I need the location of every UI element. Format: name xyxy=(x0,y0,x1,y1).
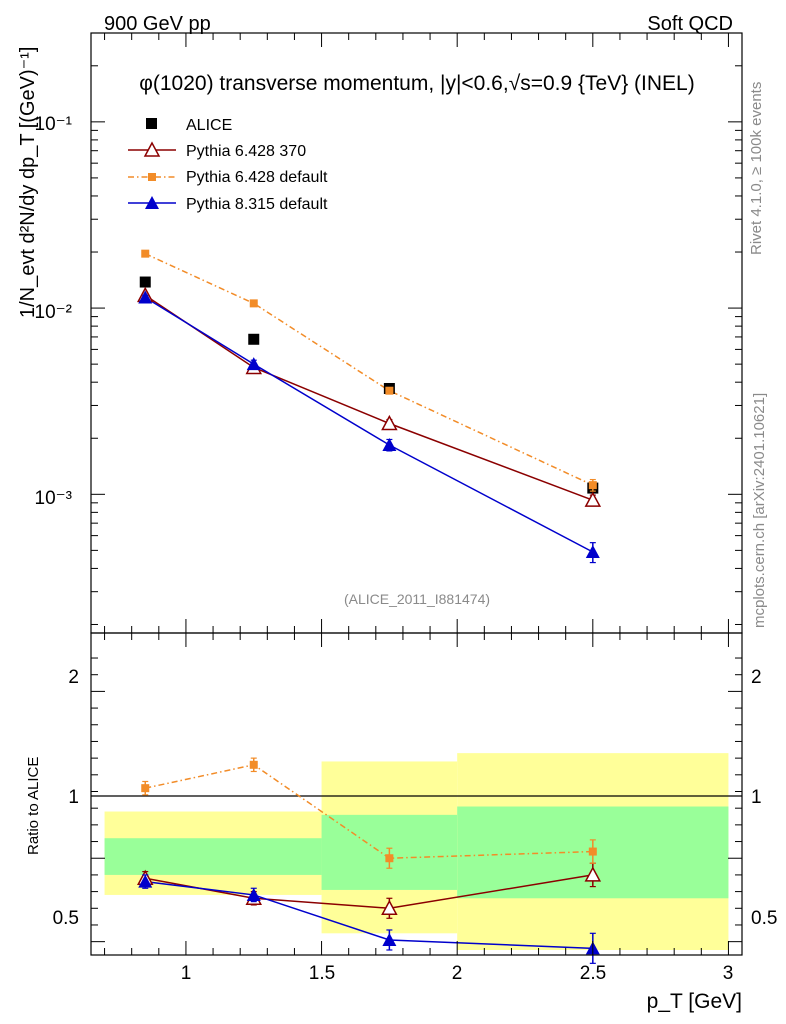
ratio-ytick-label-2: 2 xyxy=(68,667,79,688)
ratio-ytick-label-right-2: 2 xyxy=(751,667,762,688)
main-points xyxy=(136,249,602,564)
main-point-pythia-8-315-default-1 xyxy=(246,357,261,371)
main-point-alice-1 xyxy=(248,333,260,345)
main-point-pythia-6-428-default-0 xyxy=(141,249,150,258)
main-ytick-label-1e-3: 10⁻³ xyxy=(35,488,73,509)
ratio-lines xyxy=(145,764,593,950)
plot-title: φ(1020) transverse momentum, |y|<0.6,√s=… xyxy=(139,72,694,95)
ratio-ylabel: Ratio to ALICE xyxy=(25,757,42,855)
xtick-label-2.5: 2.5 xyxy=(580,963,606,984)
xtick-label-1.5: 1.5 xyxy=(309,963,335,984)
main-ytick-label-1e-2: 10⁻² xyxy=(35,302,73,323)
legend-marker-pythia6-default xyxy=(148,173,156,181)
legend-entry-pythia6-default: Pythia 6.428 default xyxy=(128,169,328,186)
xtick-label-3: 3 xyxy=(723,963,734,984)
mcplots-label: mcplots.cern.ch [arXiv:2401.10621] xyxy=(751,393,768,628)
ratio-panel: 2 1 0.5 2 1 0.5 Ratio to ALICE 1 1.5 2 2… xyxy=(25,632,777,1013)
main-point-pythia-6-428-default-2 xyxy=(385,386,394,395)
legend-marker-alice xyxy=(146,118,157,129)
legend-entry-alice: ALICE xyxy=(146,117,232,134)
xlabel: p_T [GeV] xyxy=(647,990,742,1013)
main-point-pythia-6-428-default-1 xyxy=(249,299,258,308)
header-left: 900 GeV pp xyxy=(104,13,211,35)
ratio-line-pythia-8-315-default xyxy=(145,880,593,950)
main-ytick-label-1e-1: 10⁻¹ xyxy=(35,114,73,135)
legend-label-pythia6-370: Pythia 6.428 370 xyxy=(186,143,306,160)
main-ylabel: 1/N_evt d²N/dy dp_T [(GeV)⁻¹] xyxy=(17,47,39,318)
header-right: Soft QCD xyxy=(647,13,733,35)
legend: ALICE Pythia 6.428 370 Pythia 6.428 defa… xyxy=(128,117,328,213)
main-panel: φ(1020) transverse momentum, |y|<0.6,√s=… xyxy=(17,32,743,634)
rivet-label: Rivet 4.1.0, ≥ 100k events xyxy=(748,82,765,255)
ratio-point-pythia-6-428-default-2 xyxy=(385,854,394,863)
ratio-point-pythia-6-428-370-2 xyxy=(381,899,398,916)
main-lines xyxy=(144,252,594,553)
main-point-alice-0 xyxy=(139,276,151,288)
ratio-point-pythia-6-428-default-0 xyxy=(141,784,150,793)
main-line-pythia-8-315-default xyxy=(144,296,594,553)
ratio-point-pythia-6-428-370-3 xyxy=(584,866,602,882)
ratio-point-pythia-6-428-default-3 xyxy=(588,847,597,856)
ratio-point-pythia-6-428-default-1 xyxy=(249,760,258,769)
legend-marker-pythia6-370 xyxy=(143,141,161,157)
legend-entry-pythia6-370: Pythia 6.428 370 xyxy=(128,141,306,160)
ratio-frame xyxy=(90,632,743,956)
ratio-line-pythia-6-428-default xyxy=(145,764,593,859)
ratio-ytick-label-right-0.5: 0.5 xyxy=(751,908,777,929)
ratio-ytick-label-0.5: 0.5 xyxy=(53,908,79,929)
ratio-point-pythia-8-315-default-2 xyxy=(382,932,397,946)
main-point-pythia-8-315-default-0 xyxy=(138,290,153,304)
ratio-ticks xyxy=(91,633,742,955)
ratio-bands xyxy=(104,753,729,950)
main-point-pythia-6-428-370-2 xyxy=(381,414,398,431)
main-point-pythia-6-428-default-3 xyxy=(588,481,597,490)
ratio-ytick-label-1: 1 xyxy=(68,787,79,808)
ratio-ytick-label-right-1: 1 xyxy=(751,787,762,808)
legend-marker-pythia8 xyxy=(145,196,159,209)
xtick-label-1: 1 xyxy=(181,963,192,984)
main-line-pythia-6-428-370 xyxy=(144,294,594,501)
main-point-pythia-8-315-default-2 xyxy=(382,437,397,451)
ratio-point-pythia-8-315-default-1 xyxy=(246,887,261,901)
legend-label-pythia8: Pythia 8.315 default xyxy=(186,196,328,213)
main-point-pythia-6-428-370-3 xyxy=(584,491,602,507)
main-line-pythia-6-428-default xyxy=(144,252,594,486)
xtick-label-2: 2 xyxy=(452,963,463,984)
legend-label-pythia6-default: Pythia 6.428 default xyxy=(186,169,328,186)
main-ticks xyxy=(91,33,742,633)
analysis-tag: (ALICE_2011_I881474) xyxy=(344,591,490,607)
legend-label-alice: ALICE xyxy=(186,117,232,134)
ratio-band-inner-0 xyxy=(104,838,322,875)
main-point-pythia-8-315-default-3 xyxy=(585,545,600,559)
ratio-point-pythia-8-315-default-0 xyxy=(138,874,153,888)
legend-entry-pythia8: Pythia 8.315 default xyxy=(128,196,328,213)
